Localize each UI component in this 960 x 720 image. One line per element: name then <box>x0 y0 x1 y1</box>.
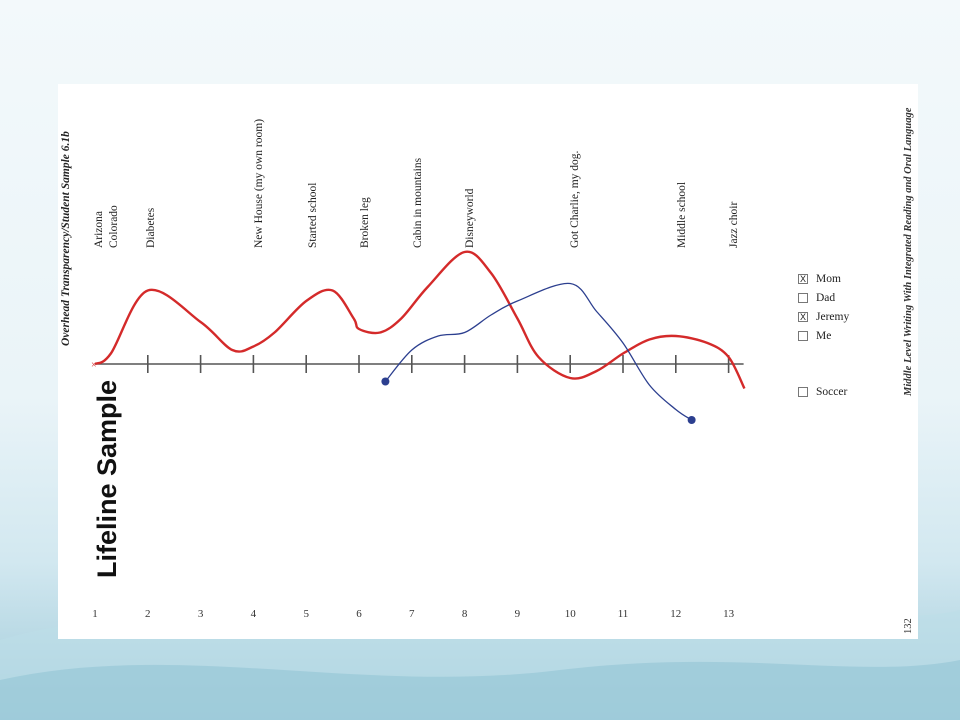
legend-item-jeremy: X Jeremy <box>798 310 849 324</box>
age-number: 10 <box>564 608 576 620</box>
legend-label-jeremy: Jeremy <box>816 311 850 323</box>
age-number: 13 <box>723 608 735 620</box>
blue-lifeline <box>384 282 692 421</box>
side-strip: Middle Level Writing With Integrated Rea… <box>902 84 918 639</box>
legend-item-dad: Dad <box>798 291 835 305</box>
age-number: 4 <box>250 608 257 620</box>
book-title: Middle Level Writing With Integrated Rea… <box>903 107 914 396</box>
dad-checkbox[interactable] <box>798 293 808 304</box>
age-number: 8 <box>461 608 468 620</box>
me-checkbox[interactable] <box>798 331 808 342</box>
age-number: 11 <box>617 608 629 620</box>
blue-line-start-dot <box>381 377 390 386</box>
legend-label-me: Me <box>816 330 832 342</box>
age-number: 1 <box>92 608 98 620</box>
soccer-checkbox[interactable] <box>798 387 808 398</box>
page-number: 132 <box>903 618 914 634</box>
legend-label-dad: Dad <box>816 292 836 304</box>
legend-item-me: Me <box>798 329 831 343</box>
legend-item-soccer: Soccer <box>798 385 847 399</box>
legend-label-mom: Mom <box>816 273 841 285</box>
age-number: 5 <box>303 608 309 620</box>
age-number: 12 <box>670 608 682 620</box>
jeremy-checkbox[interactable]: X <box>798 312 808 323</box>
legend-item-mom: X Mom <box>798 272 841 286</box>
start-mark: × <box>91 360 97 371</box>
lifeline-chart: × <box>91 250 746 424</box>
lifeline-document: Overhead Transparency/Student Sample 6.1… <box>58 84 902 639</box>
age-number: 2 <box>145 608 151 620</box>
age-number: 9 <box>514 608 521 620</box>
age-number: 3 <box>197 608 204 620</box>
age-number: 6 <box>356 608 362 620</box>
blue-line-end-dot <box>687 416 696 424</box>
legend-label-soccer: Soccer <box>816 386 848 398</box>
red-lifeline <box>94 250 746 390</box>
age-number: 7 <box>409 608 415 620</box>
mom-checkbox[interactable]: X <box>798 274 808 285</box>
